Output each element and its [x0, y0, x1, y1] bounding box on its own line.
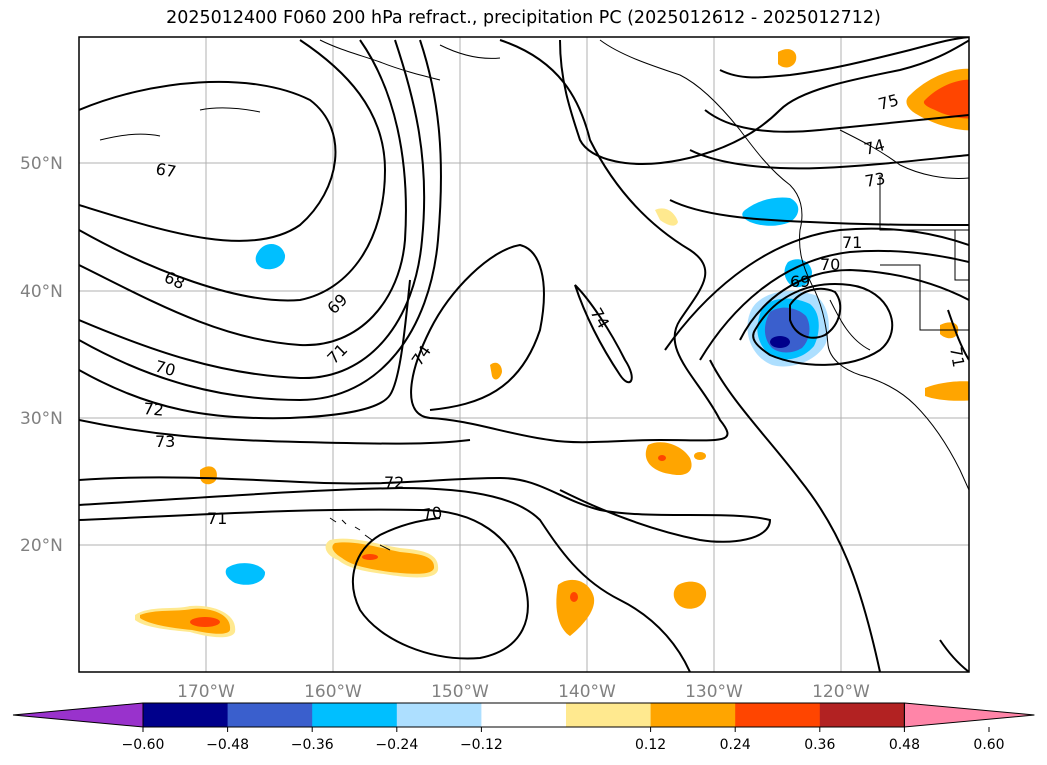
colorbar-segment — [396, 703, 482, 727]
contour-label: 73 — [155, 432, 175, 451]
colorbar-frame — [142, 702, 905, 728]
colorbar-extend-high — [903, 702, 1035, 728]
contour-label: 75 — [876, 90, 901, 114]
gridlines — [79, 37, 969, 672]
lon-label: 160°W — [304, 682, 362, 702]
longitude-labels: 170°W 160°W 150°W 140°W 130°W 120°W — [177, 682, 870, 702]
colorbar-tick-label: −0.60 — [122, 737, 165, 753]
colorbar-tick-label: 0.36 — [804, 737, 835, 753]
lon-label: 120°W — [812, 682, 870, 702]
lat-label: 50°N — [20, 154, 63, 174]
colorbar-segment — [481, 703, 567, 727]
colorbar-segment — [650, 703, 736, 727]
contour-label: 70 — [420, 503, 443, 525]
colorbar-extend-low — [12, 702, 144, 728]
colorbar-tick-label: −0.36 — [291, 737, 334, 753]
contour-label: 73 — [863, 169, 886, 191]
lon-label: 170°W — [177, 682, 235, 702]
contour-lines — [79, 37, 969, 672]
latitude-labels: 50°N 40°N 30°N 20°N — [20, 154, 63, 556]
coastlines — [99, 39, 969, 551]
colorbar-tick-label: 0.60 — [973, 737, 1004, 753]
colorbar-tick-label: −0.12 — [460, 737, 503, 753]
colorbar-tick-labels: −0.60 −0.48 −0.36 −0.24 −0.12 0.12 0.24 0.36 0.4… — [122, 737, 1005, 753]
colorbar-segment — [312, 703, 398, 727]
colorbar — [12, 702, 1035, 732]
map-frame — [78, 36, 970, 673]
lon-label: 130°W — [685, 682, 743, 702]
colorbar-tick-label: −0.48 — [206, 737, 249, 753]
colorbar-segment — [143, 703, 229, 727]
contour-label: 74 — [862, 135, 887, 159]
colorbar-segment — [735, 703, 821, 727]
contour-label: 72 — [143, 399, 165, 420]
contour-label: 71 — [207, 509, 227, 528]
colorbar-segment — [819, 703, 905, 727]
contour-label: 70 — [153, 357, 178, 381]
precipitation-patches — [135, 49, 969, 638]
lat-label: 20°N — [20, 536, 63, 556]
contour-label: 71 — [946, 345, 968, 368]
map-title: 2025012400 F060 200 hPa refract., precip… — [166, 8, 881, 28]
colorbar-tick-label: 0.12 — [635, 737, 666, 753]
map-background — [79, 37, 969, 672]
lat-label: 30°N — [20, 409, 63, 429]
contour-label: 69 — [790, 272, 810, 291]
lat-label: 40°N — [20, 282, 63, 302]
colorbar-segment — [227, 703, 313, 727]
colorbar-tick-label: 0.24 — [720, 737, 751, 753]
colorbar-tick-label: 0.48 — [889, 737, 920, 753]
lon-label: 150°W — [431, 682, 489, 702]
contour-label: 71 — [842, 233, 862, 252]
contour-label: 70 — [820, 255, 840, 274]
colorbar-tick-label: −0.24 — [375, 737, 418, 753]
lon-label: 140°W — [558, 682, 616, 702]
contour-label: 72 — [384, 473, 404, 492]
contour-label: 67 — [154, 159, 177, 181]
colorbar-segment — [566, 703, 652, 727]
